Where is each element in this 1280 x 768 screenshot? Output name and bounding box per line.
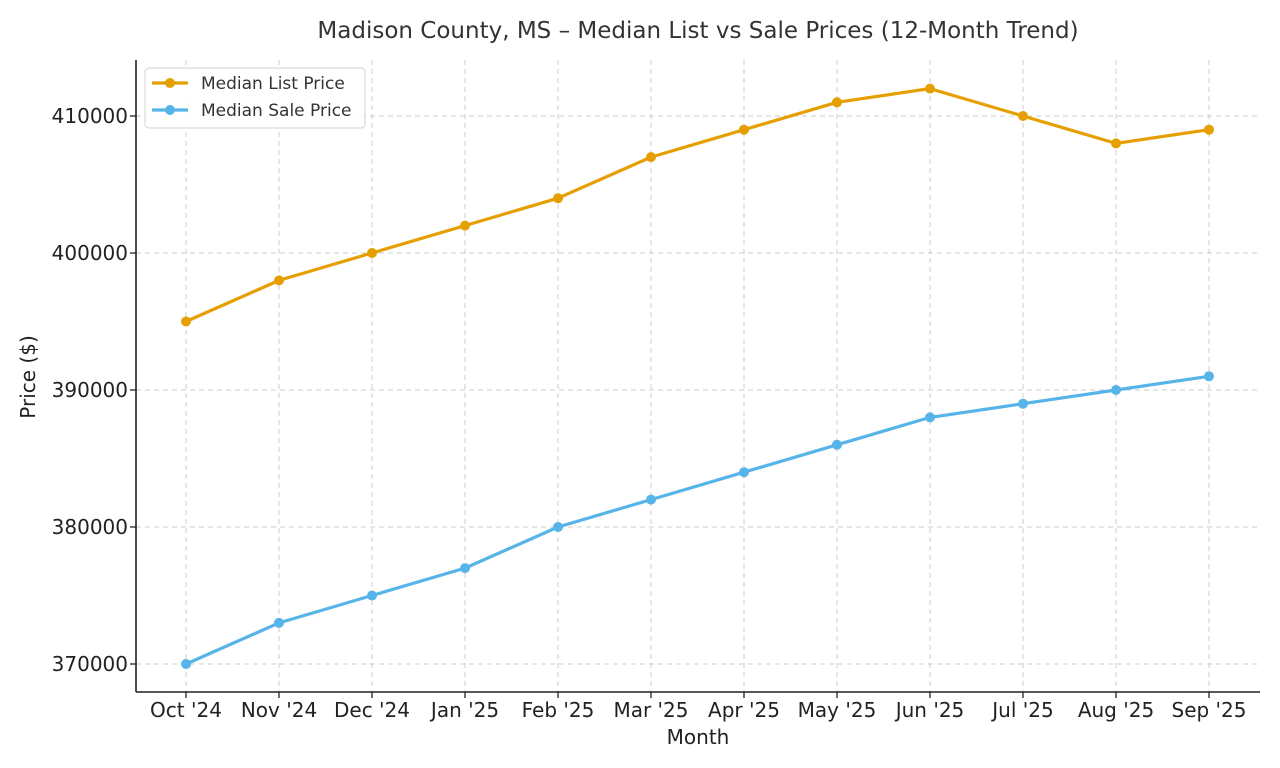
x-tick-label: Aug '25 xyxy=(1078,698,1154,722)
legend-label: Median List Price xyxy=(201,74,345,94)
x-tick-label: Jun '25 xyxy=(894,698,965,722)
x-tick-label: Mar '25 xyxy=(613,698,688,722)
x-tick-label: May '25 xyxy=(798,698,877,722)
x-tick-label: Nov '24 xyxy=(241,698,317,722)
legend-label: Median Sale Price xyxy=(201,101,352,121)
x-tick-label: Jul '25 xyxy=(990,698,1053,722)
y-tick-label: 410000 xyxy=(52,104,128,128)
data-point xyxy=(367,590,377,601)
data-point xyxy=(1018,398,1028,409)
data-point xyxy=(1204,124,1214,135)
data-point xyxy=(832,97,842,108)
data-point xyxy=(553,193,563,204)
data-point xyxy=(832,439,842,450)
data-point xyxy=(1111,385,1121,395)
data-point xyxy=(925,83,935,94)
data-point xyxy=(646,494,656,505)
x-tick-label: Jan '25 xyxy=(429,698,499,722)
x-tick-label: Dec '24 xyxy=(334,698,410,722)
data-point xyxy=(646,152,656,163)
data-point xyxy=(1111,138,1121,149)
x-tick-label: Feb '25 xyxy=(522,698,595,722)
data-point xyxy=(925,412,935,423)
x-axis-label: Month xyxy=(667,725,730,749)
y-axis-label: Price ($) xyxy=(16,335,40,418)
axes xyxy=(135,60,1260,693)
y-tick-label: 380000 xyxy=(52,515,128,539)
legend-marker xyxy=(165,105,175,115)
x-tick-label: Apr '25 xyxy=(708,698,780,722)
data-point xyxy=(460,220,470,231)
legend-marker xyxy=(165,78,175,88)
x-tick-label: Oct '24 xyxy=(150,698,222,722)
x-tick-label: Sep '25 xyxy=(1172,698,1247,722)
data-point xyxy=(181,659,191,669)
data-point xyxy=(739,467,749,478)
data-point xyxy=(1204,371,1214,382)
data-point xyxy=(1018,111,1028,121)
tick-labels: Oct '24 Nov '24 Dec '24 Jan '25 Feb '25 Mar '… xyxy=(52,104,1247,722)
y-tick-label: 390000 xyxy=(52,378,128,402)
grid xyxy=(136,60,1260,692)
data-point xyxy=(181,316,191,327)
y-tick-label: 400000 xyxy=(52,241,128,265)
data-point xyxy=(367,248,377,258)
data-point xyxy=(553,522,563,532)
data-point xyxy=(274,275,284,286)
series-line-sale-price xyxy=(185,374,1210,666)
legend-box xyxy=(144,67,366,129)
data-point xyxy=(460,563,470,574)
chart-title: Madison County, MS – Median List vs Sale… xyxy=(317,18,1078,44)
series-layer xyxy=(181,83,1214,669)
y-tick-label: 370000 xyxy=(52,652,128,676)
data-point xyxy=(274,617,284,628)
legend: Median List Price Median Sale Price xyxy=(144,67,366,129)
data-point xyxy=(739,124,749,135)
series-line-list-price xyxy=(185,86,1210,323)
